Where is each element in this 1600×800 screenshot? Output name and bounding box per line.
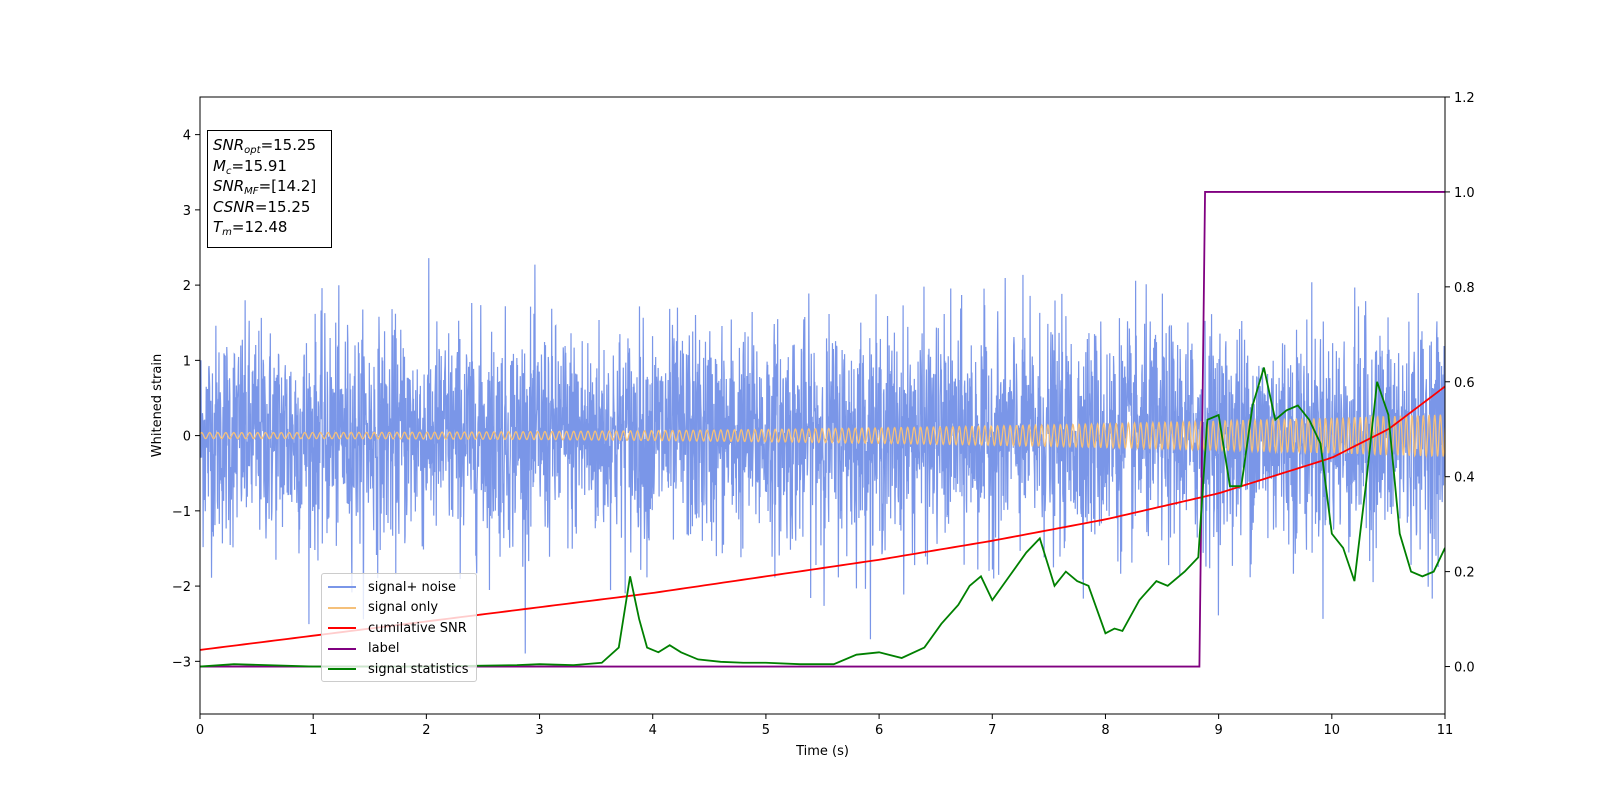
legend-swatch-cumulative-snr <box>328 627 356 630</box>
y-tick-label: −3 <box>172 655 191 670</box>
x-tick-label: 5 <box>762 723 770 738</box>
info-line-mc: Mc=15.91 <box>213 156 287 177</box>
legend-swatch-signal-noise <box>328 586 356 589</box>
x-tick-label: 9 <box>1214 723 1222 738</box>
legend-item-signal-noise: signal+ noise <box>328 577 470 598</box>
legend-swatch-signal-only <box>328 606 356 609</box>
y2-tick-label: 0.4 <box>1454 471 1475 486</box>
x-tick-label: 6 <box>875 723 883 738</box>
x-tick-label: 1 <box>309 723 317 738</box>
x-tick-label: 7 <box>988 723 996 738</box>
x-axis-title: Time (s) <box>795 744 849 759</box>
y2-tick-label: 1.2 <box>1454 91 1475 106</box>
snr-info-box: SNRopt=15.25 Mc=15.91 SNRMF=[14.2] CSNR=… <box>207 130 332 248</box>
y-tick-label: 1 <box>183 354 191 369</box>
y-tick-label: −2 <box>172 580 191 595</box>
y2-tick-label: 0.0 <box>1454 661 1475 676</box>
y-tick-label: 0 <box>183 430 191 445</box>
y2-tick-label: 1.0 <box>1454 186 1475 201</box>
x-tick-label: 8 <box>1101 723 1109 738</box>
legend-item-signal-statistics: signal statistics <box>328 659 470 680</box>
y-axis-title: Whitened strain <box>150 354 165 457</box>
y2-tick-label: 0.6 <box>1454 376 1475 391</box>
info-line-tm: Tm=12.48 <box>213 218 288 238</box>
legend-label: signal only <box>368 600 439 616</box>
series-signal-statistics <box>200 367 1445 668</box>
legend-item-cumulative-snr: cumilative SNR <box>328 618 470 639</box>
x-tick-label: 3 <box>535 723 543 738</box>
x-tick-label: 4 <box>649 723 657 738</box>
series-label <box>200 191 1445 668</box>
legend-item-label: label <box>328 639 470 660</box>
plot-frame <box>199 96 1446 715</box>
x-tick-label: 0 <box>196 723 204 738</box>
y2-tick-label: 0.2 <box>1454 566 1475 581</box>
series-signal-only <box>200 413 1445 459</box>
legend-label: signal statistics <box>368 661 469 677</box>
legend-label: signal+ noise <box>368 579 457 595</box>
x-tick-label: 10 <box>1324 723 1341 738</box>
info-line-snr-opt: SNRopt=15.25 <box>213 136 317 156</box>
legend-swatch-signal-statistics <box>328 668 356 671</box>
legend-label: cumilative SNR <box>368 620 467 636</box>
legend-swatch-label <box>328 647 356 650</box>
series-signal-noise <box>200 258 1445 654</box>
legend-label: label <box>368 641 400 657</box>
y2-tick-label: 0.8 <box>1454 281 1475 296</box>
x-tick-label: 2 <box>422 723 430 738</box>
y-tick-label: 3 <box>183 204 191 219</box>
x-tick-label: 11 <box>1437 723 1454 738</box>
y-tick-label: −1 <box>172 505 191 520</box>
y-tick-label: 2 <box>183 279 191 294</box>
info-line-csnr: CSNR=15.25 <box>213 197 311 216</box>
legend: signal+ noise signal only cumilative SNR… <box>321 573 477 682</box>
y-tick-label: 4 <box>183 129 191 144</box>
legend-item-signal-only: signal only <box>328 598 470 619</box>
info-line-snr-mf: SNRMF=[14.2] <box>213 177 317 197</box>
